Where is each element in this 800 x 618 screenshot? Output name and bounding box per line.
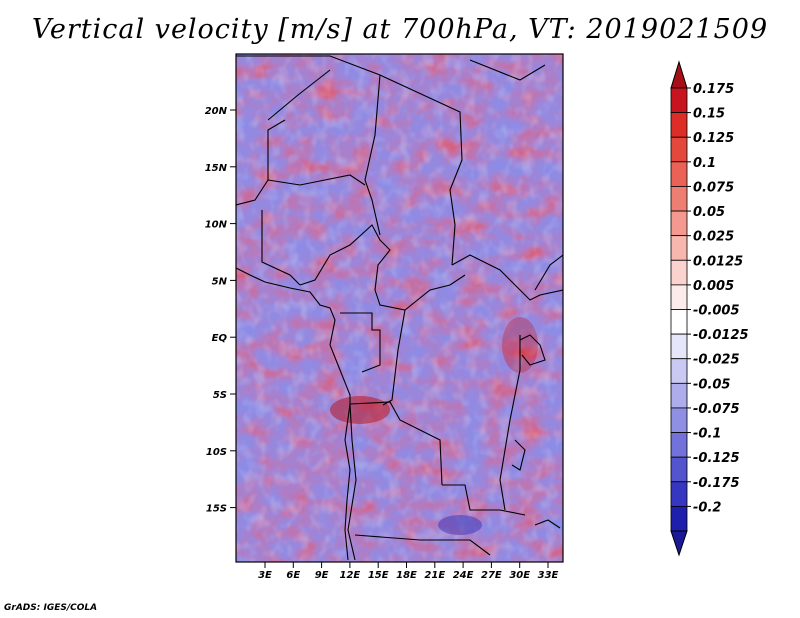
lat-tick-label: 10N bbox=[205, 220, 228, 231]
lat-tick-label: 20N bbox=[205, 106, 228, 117]
grads-credit: GrADS: IGES/COLA bbox=[4, 603, 98, 613]
lon-tick-label: 33E bbox=[538, 570, 559, 581]
colorbar-bottom-arrow bbox=[670, 530, 688, 557]
colorbar-segment bbox=[670, 235, 688, 261]
colorbar-segment bbox=[670, 407, 688, 433]
colorbar-label: 0.125 bbox=[693, 131, 734, 146]
lat-tick-label: EQ bbox=[212, 333, 228, 344]
country-borders bbox=[236, 55, 563, 561]
colorbar-segment bbox=[670, 481, 688, 507]
lat-tick-label: 10S bbox=[206, 447, 227, 458]
colorbar-label: 0.0125 bbox=[693, 254, 743, 269]
map-frame bbox=[235, 53, 564, 563]
colorbar-label: 0.005 bbox=[693, 279, 734, 294]
colorbar-top-arrow bbox=[670, 60, 688, 89]
lon-tick-label: 3E bbox=[258, 570, 272, 581]
lon-tick-label: 15E bbox=[368, 570, 389, 581]
colorbar-label: -0.025 bbox=[693, 353, 740, 368]
colorbar-label: -0.1 bbox=[693, 427, 721, 442]
colorbar-segment bbox=[670, 186, 688, 212]
colorbar-label: -0.175 bbox=[693, 476, 740, 491]
colorbar-segment bbox=[670, 432, 688, 458]
coastlines bbox=[236, 59, 561, 561]
colorbar-segment bbox=[670, 358, 688, 384]
colorbar-segment bbox=[670, 309, 688, 335]
colorbar-label: -0.2 bbox=[693, 500, 721, 515]
colorbar-label: -0.0125 bbox=[693, 328, 749, 343]
latitude-axis: 20N 15N 10N 5N EQ 5S 10S 15S bbox=[205, 106, 236, 515]
lon-tick-label: 12E bbox=[340, 570, 361, 581]
lat-tick-label: 5N bbox=[212, 276, 228, 287]
lon-tick-label: 21E bbox=[424, 570, 445, 581]
colorbar-label: 0.05 bbox=[693, 205, 725, 220]
colorbar-segment bbox=[670, 259, 688, 286]
colorbar-segment bbox=[670, 505, 688, 532]
lon-tick-label: 6E bbox=[286, 570, 300, 581]
longitude-axis: 3E 6E 9E 12E 15E 18E 21E 24E 27E 30E 33E bbox=[258, 562, 559, 581]
colorbar-segment bbox=[670, 284, 688, 310]
colorbar-label: -0.075 bbox=[693, 402, 740, 417]
colorbar-segment bbox=[670, 161, 688, 187]
colorbar-label: 0.075 bbox=[693, 180, 734, 195]
lat-tick-label: 15N bbox=[205, 163, 228, 174]
colorbar-segment bbox=[670, 382, 688, 409]
colorbar-label: 0.1 bbox=[693, 156, 716, 171]
colorbar-segment bbox=[670, 333, 688, 360]
lon-tick-label: 18E bbox=[396, 570, 417, 581]
colorbar-label: 0.175 bbox=[693, 82, 734, 97]
lon-tick-label: 9E bbox=[315, 570, 329, 581]
colorbar-segment bbox=[670, 112, 688, 138]
colorbar-segment bbox=[670, 136, 688, 163]
shaded-field bbox=[236, 54, 563, 562]
colorbar-label: -0.125 bbox=[693, 451, 740, 466]
colorbar-label: -0.05 bbox=[693, 377, 730, 392]
lat-tick-label: 15S bbox=[206, 504, 227, 515]
colorbar-segment bbox=[670, 456, 688, 483]
lon-tick-label: 27E bbox=[481, 570, 502, 581]
colorbar-segment bbox=[670, 87, 688, 114]
colorbar: 0.175 0.15 0.125 0.1 0.075 0.05 0.025 0.0125 0.0… bbox=[670, 60, 749, 557]
chart-title: Vertical velocity [m/s] at 700hPa, VT: 2… bbox=[31, 14, 769, 45]
lon-tick-label: 24E bbox=[453, 570, 474, 581]
colorbar-label: -0.005 bbox=[693, 304, 740, 319]
colorbar-label: 0.025 bbox=[693, 230, 734, 245]
lon-tick-label: 30E bbox=[509, 570, 530, 581]
colorbar-segment bbox=[670, 210, 688, 237]
lat-tick-label: 5S bbox=[213, 390, 227, 401]
colorbar-label: 0.15 bbox=[693, 107, 725, 122]
